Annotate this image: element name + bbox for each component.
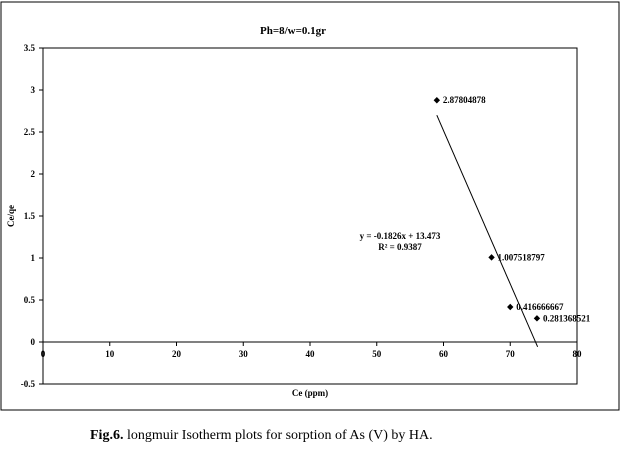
x-tick-label: 80 xyxy=(573,349,583,359)
figure-caption: Fig.6. longmuir Isotherm plots for sorpt… xyxy=(90,428,433,444)
x-tick-label: 40 xyxy=(306,349,316,359)
y-tick-label: 2.5 xyxy=(24,127,36,137)
y-tick-label: 0.5 xyxy=(24,295,36,305)
data-point xyxy=(433,97,441,104)
x-tick-label: 0 xyxy=(41,349,46,359)
chart-title: Ph=8/w=0.1gr xyxy=(260,25,326,37)
figure-label: Fig.6. xyxy=(90,428,124,443)
y-tick-label: 3.5 xyxy=(24,43,36,53)
data-point xyxy=(488,254,495,261)
data-point xyxy=(533,315,541,322)
y-tick-label: 2 xyxy=(31,169,36,179)
y-tick-label: 3 xyxy=(31,85,36,95)
data-label: 1.007518797 xyxy=(498,252,546,262)
x-axis-label: Ce (ppm) xyxy=(292,388,328,398)
y-tick-label: 0 xyxy=(31,337,36,347)
trendline-r2: R² = 0.9387 xyxy=(378,242,422,252)
y-tick-label: 1.5 xyxy=(24,211,36,221)
y-tick-label: -0.5 xyxy=(21,379,36,389)
plot-area xyxy=(42,47,578,385)
y-axis-label: Ce/qe xyxy=(6,205,16,227)
trendline xyxy=(436,115,539,348)
data-point xyxy=(507,303,514,311)
trendline-equation: y = -0.1826x + 13.473 xyxy=(360,231,441,241)
x-tick-label: 10 xyxy=(105,349,115,359)
chart-border xyxy=(0,1,620,411)
x-tick-label: 20 xyxy=(172,349,182,359)
y-tick-label: 1 xyxy=(31,253,36,263)
x-tick-label: 70 xyxy=(506,349,516,359)
data-label: 0.416666667 xyxy=(516,302,564,312)
data-label: 2.87804878 xyxy=(443,95,486,105)
x-tick-label: 50 xyxy=(372,349,382,359)
data-label: 0.281368521 xyxy=(543,313,591,323)
figure-caption-text: longmuir Isotherm plots for sorption of … xyxy=(123,428,433,443)
x-tick-label: 30 xyxy=(239,349,249,359)
x-tick-label: 60 xyxy=(439,349,449,359)
